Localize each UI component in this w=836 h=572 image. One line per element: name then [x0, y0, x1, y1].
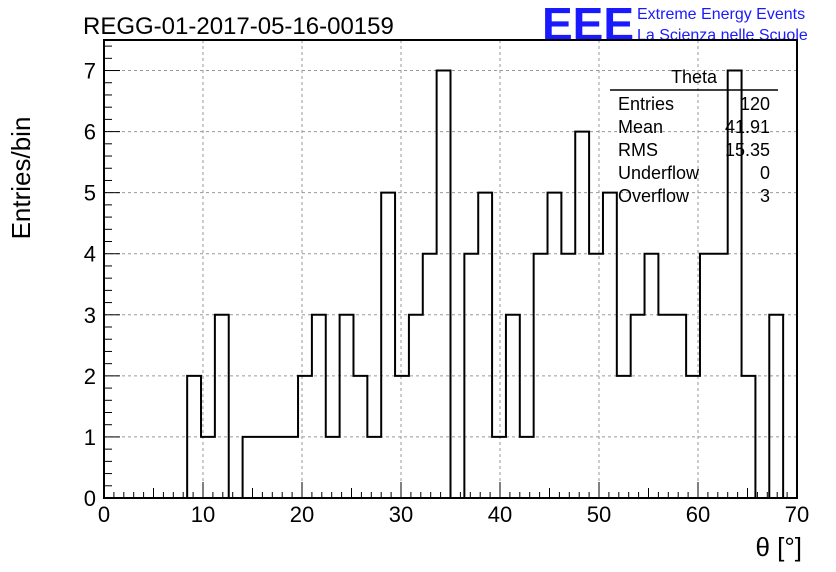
y-tick-label: 4: [84, 242, 96, 267]
x-tick-label: 10: [191, 502, 215, 527]
histogram-bin: [492, 437, 506, 498]
histogram-bin: [714, 254, 728, 498]
y-tick-labels: 0 1 2 3 4 5 6 7: [84, 59, 96, 511]
x-tick-label: 0: [98, 502, 110, 527]
histogram-bin: [478, 193, 492, 498]
x-tick-label: 30: [389, 502, 413, 527]
x-tick-label: 70: [785, 502, 809, 527]
x-tick-label: 20: [290, 502, 314, 527]
histogram-bin: [409, 315, 423, 498]
y-tick-label: 0: [84, 486, 96, 511]
histogram-bin: [548, 193, 562, 498]
chart-title: REGG-01-2017-05-16-00159: [83, 13, 394, 40]
histogram-bin: [326, 437, 340, 498]
x-tick-label: 40: [488, 502, 512, 527]
y-tick-label: 2: [84, 364, 96, 389]
y-tick-label: 3: [84, 303, 96, 328]
histogram-bin: [284, 437, 298, 498]
stats-label: Underflow: [618, 163, 700, 183]
y-tick-label: 5: [84, 181, 96, 206]
y-tick-label: 7: [84, 59, 96, 84]
y-tick-label: 1: [84, 425, 96, 450]
histogram-bin: [381, 193, 395, 498]
y-tick-label: 6: [84, 120, 96, 145]
histogram-bin: [243, 437, 257, 498]
stats-label: RMS: [618, 140, 658, 160]
histogram-bin: [506, 315, 520, 498]
histogram-bin: [631, 315, 645, 498]
histogram-bin: [437, 71, 451, 498]
x-tick-labels: 0 10 20 30 40 50 60 70: [98, 502, 809, 527]
stats-value: 0: [760, 163, 770, 183]
grid-lines: [104, 40, 797, 498]
stats-value: 15.35: [725, 140, 770, 160]
histogram-bin: [312, 315, 326, 498]
logo-line2: La Scienza nelle Scuole: [637, 27, 808, 44]
histogram-bin: [534, 254, 548, 498]
y-axis-title: Entries/bin: [6, 117, 36, 240]
histogram-bin: [603, 193, 617, 498]
histogram-outline: [104, 69, 797, 499]
histogram-bin: [658, 315, 672, 498]
x-axis-title: θ [°]: [755, 532, 802, 562]
histogram-bin: [270, 437, 284, 498]
x-tick-label: 50: [587, 502, 611, 527]
histogram-bin: [672, 315, 686, 498]
logo-line1: Extreme Energy Events: [637, 6, 805, 23]
stats-label: Mean: [618, 117, 663, 137]
histogram-bin: [215, 315, 229, 498]
histogram-bin: [353, 376, 367, 498]
stats-title: Theta: [671, 67, 718, 87]
x-tick-label: 60: [686, 502, 710, 527]
stats-value: 3: [760, 186, 770, 206]
histogram-bin: [769, 315, 783, 498]
histogram-bin: [520, 437, 534, 498]
stats-value: 120: [740, 94, 770, 114]
histogram-bin: [256, 437, 270, 498]
axis-ticks: [103, 45, 798, 499]
histogram-bin: [340, 315, 354, 498]
stats-value: 41.91: [725, 117, 770, 137]
eee-logo: EEE Extreme Energy Events La Scienza nel…: [542, 0, 808, 50]
histogram-bin: [367, 437, 381, 498]
stats-box: Theta Entries 120 Mean 41.91 RMS 15.35 Underfl…: [610, 67, 778, 206]
histogram-bin: [575, 132, 589, 498]
logo-mark: EEE: [542, 0, 634, 50]
stats-label: Overflow: [618, 186, 690, 206]
stats-label: Entries: [618, 94, 674, 114]
